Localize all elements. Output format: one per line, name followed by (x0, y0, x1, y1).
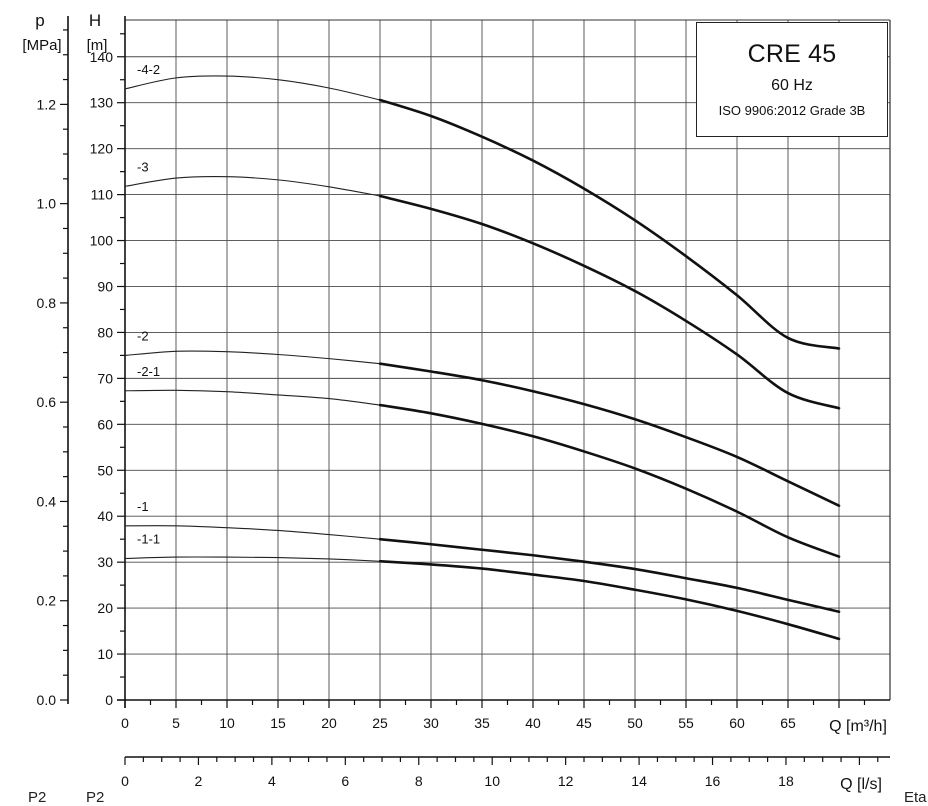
curve-2-1-thin (124, 389, 381, 406)
x-tick-label: 50 (627, 715, 643, 731)
h-tick-label: 120 (90, 141, 114, 157)
series-lines (124, 75, 841, 641)
h-tick-label: 50 (97, 462, 113, 478)
curve-label-3: -3 (137, 159, 149, 174)
curve-1-thick (378, 537, 841, 614)
x2-tick-label: 0 (121, 773, 129, 789)
x-tick-label: 40 (525, 715, 541, 731)
curve-2-thin (124, 350, 381, 365)
x-tick-label: 5 (172, 715, 180, 731)
x-tick-label: 0 (121, 715, 129, 731)
curve-label-2-1: -2-1 (137, 364, 160, 379)
curve-3-thick (378, 194, 841, 410)
x-tick-label: 30 (423, 715, 439, 731)
x-tick-label: 55 (678, 715, 694, 731)
h-tick-label: 70 (97, 370, 113, 386)
h-tick-label: 110 (91, 187, 114, 203)
chart-legend-box: CRE 45 60 Hz ISO 9906:2012 Grade 3B (696, 22, 888, 137)
corner-label-eta: Eta (904, 789, 927, 806)
x-tick-label: 65 (780, 715, 796, 731)
p-tick-label: 0.4 (37, 493, 57, 509)
h-tick-label: 140 (90, 49, 114, 65)
x-axis-label: Q [m³/h] (829, 718, 887, 735)
h-tick-label: 80 (97, 324, 113, 340)
corner-label-p2-b: P2 (86, 789, 105, 806)
p-axis-unit: [MPa] (22, 37, 61, 54)
curve-3-thin (124, 175, 381, 197)
curve-label-1-1: -1-1 (137, 531, 160, 546)
x2-axis-label: Q [l/s] (840, 776, 882, 793)
x-tick-label: 10 (219, 715, 235, 731)
curve-1-thin (124, 525, 381, 540)
x2-tick-label: 12 (558, 773, 574, 789)
p-tick-label: 0.8 (37, 295, 57, 311)
x2-tick-label: 8 (415, 773, 423, 789)
p-axis-symbol: p (35, 11, 44, 30)
x2-tick-label: 2 (195, 773, 203, 789)
x2-tick-label: 10 (484, 773, 500, 789)
p-tick-label: 1.2 (37, 96, 57, 112)
h-tick-label: 90 (97, 278, 113, 294)
curve-2-1-thick (378, 403, 841, 558)
grid (124, 19, 891, 701)
h-axis-unit: [m] (87, 37, 108, 54)
chart-standard: ISO 9906:2012 Grade 3B (718, 103, 866, 118)
x2-tick-label: 18 (778, 773, 794, 789)
h-axis-symbol: H (89, 11, 101, 30)
x-tick-label: 60 (729, 715, 745, 731)
series-labels: -4-2-3-2-2-1-1-1-1 (137, 62, 160, 547)
h-tick-label: 20 (97, 600, 113, 616)
p-tick-label: 0.6 (37, 394, 57, 410)
h-tick-label: 40 (97, 508, 113, 524)
x-tick-label: 25 (372, 715, 388, 731)
curve-label-4-2: -4-2 (137, 62, 160, 77)
axes: 0102030405060708090100110120130140H[m]0.… (22, 11, 890, 793)
curve-2-thick (378, 362, 841, 507)
p-tick-label: 1.0 (37, 196, 57, 212)
h-tick-label: 60 (97, 416, 113, 432)
p-tick-label: 0.2 (37, 593, 57, 609)
x2-tick-label: 14 (631, 773, 647, 789)
h-tick-label: 30 (97, 554, 113, 570)
x-tick-label: 35 (474, 715, 490, 731)
x2-tick-label: 16 (705, 773, 721, 789)
chart-subtitle: 60 Hz (771, 77, 813, 94)
curve-1-1-thin (124, 556, 381, 562)
corner-label-p2-a: P2 (28, 789, 47, 806)
x-tick-label: 45 (576, 715, 592, 731)
x2-tick-label: 4 (268, 773, 276, 789)
h-tick-label: 100 (90, 233, 114, 249)
chart-title: CRE 45 (747, 40, 837, 68)
x2-tick-label: 6 (341, 773, 349, 789)
curve-label-1: -1 (137, 499, 149, 514)
x-tick-label: 20 (321, 715, 337, 731)
h-tick-label: 10 (97, 646, 113, 662)
curve-4-2-thin (124, 75, 381, 101)
h-tick-label: 0 (105, 692, 113, 708)
h-tick-label: 130 (90, 95, 114, 111)
curve-1-1-thick (378, 559, 841, 641)
x-tick-label: 15 (270, 715, 286, 731)
curve-4-2-thick (378, 98, 841, 350)
p-tick-label: 0.0 (37, 692, 57, 708)
curve-label-2: -2 (137, 328, 149, 343)
